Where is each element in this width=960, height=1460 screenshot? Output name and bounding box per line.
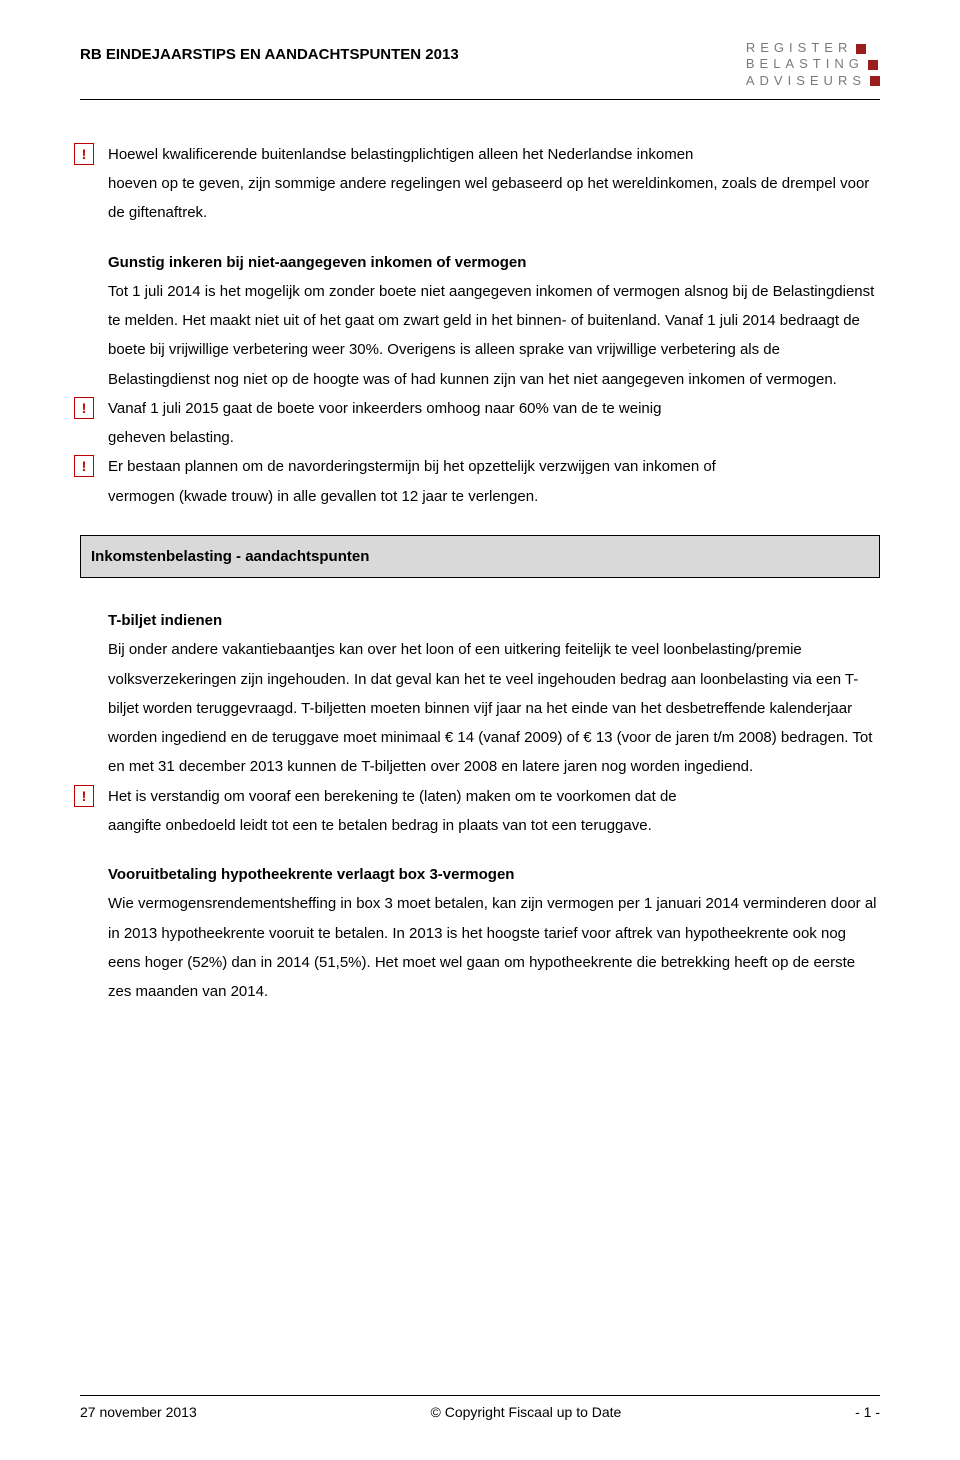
logo: REGISTER BELASTING ADVISEURS [746,40,880,89]
paragraph-3: T-biljet indienen Bij onder andere vakan… [80,606,880,782]
para4-heading: Vooruitbetaling hypotheekrente verlaagt … [108,860,880,889]
section-heading-bar: Inkomstenbelasting - aandachtspunten [80,535,880,578]
para2-heading: Gunstig inkeren bij niet-aangegeven inko… [108,248,880,277]
footer-row: 27 november 2013 © Copyright Fiscaal up … [80,1404,880,1420]
footer-date: 27 november 2013 [80,1404,197,1420]
paragraph-3-warn: ! Het is verstandig om vooraf een bereke… [80,782,880,841]
logo-square-icon [868,60,878,70]
paragraph-4: Vooruitbetaling hypotheekrente verlaagt … [80,860,880,1006]
paragraph-2-warn1: ! Vanaf 1 juli 2015 gaat de boete voor i… [80,394,880,453]
header-divider [80,99,880,100]
header-title: RB EINDEJAARSTIPS EN AANDACHTSPUNTEN 201… [80,40,459,63]
para2-bang2-rest: vermogen (kwade trouw) in alle gevallen … [108,488,538,505]
warning-icon: ! [74,785,94,807]
page-footer: 27 november 2013 © Copyright Fiscaal up … [80,1395,880,1420]
para3-bang-line: Het is verstandig om vooraf een berekeni… [108,788,677,805]
footer-copyright: © Copyright Fiscaal up to Date [431,1404,622,1420]
footer-divider [80,1395,880,1396]
logo-line-2: BELASTING [746,56,880,72]
para2-bang1-rest: geheven belasting. [108,429,234,446]
paragraph-2-warn2: ! Er bestaan plannen om de navorderingst… [80,452,880,511]
para1-rest: hoeven op te geven, zijn sommige andere … [108,175,869,221]
para1-line1: Hoewel kwalificerende buitenlandse belas… [108,146,693,163]
warning-icon: ! [74,143,94,165]
para2-bang1-line: Vanaf 1 juli 2015 gaat de boete voor ink… [108,400,661,417]
paragraph-2: Gunstig inkeren bij niet-aangegeven inko… [80,248,880,394]
paragraph-1: ! Hoewel kwalificerende buitenlandse bel… [80,140,880,228]
logo-line-1: REGISTER [746,40,880,56]
page: RB EINDEJAARSTIPS EN AANDACHTSPUNTEN 201… [0,0,960,1460]
warning-icon: ! [74,397,94,419]
footer-page-number: - 1 - [855,1404,880,1420]
para3-bang-rest: aangifte onbedoeld leidt tot een te beta… [108,817,652,834]
logo-square-icon [856,44,866,54]
logo-line-3: ADVISEURS [746,73,880,89]
para3-body: Bij onder andere vakantiebaantjes kan ov… [108,641,872,775]
para3-heading: T-biljet indienen [108,606,880,635]
warning-icon: ! [74,455,94,477]
para2-bang2-line: Er bestaan plannen om de navorderingster… [108,458,716,475]
logo-square-icon [870,76,880,86]
para4-body: Wie vermogensrendementsheffing in box 3 … [108,895,877,1000]
content-body: ! Hoewel kwalificerende buitenlandse bel… [80,140,880,1007]
page-header: RB EINDEJAARSTIPS EN AANDACHTSPUNTEN 201… [80,40,880,89]
para2-body: Tot 1 juli 2014 is het mogelijk om zonde… [108,283,874,388]
